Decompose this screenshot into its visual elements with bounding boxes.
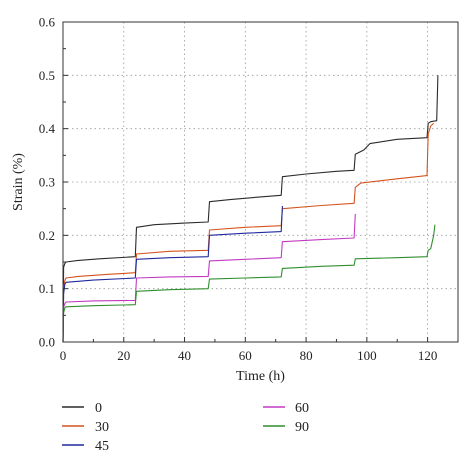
x-tick-label: 0: [60, 348, 67, 363]
legend: 0 30 45 60 90: [62, 401, 309, 454]
series-line-30: [62, 122, 435, 343]
series-line-60: [62, 213, 356, 343]
series-line-45: [62, 205, 283, 343]
series-layer: [62, 75, 439, 343]
y-tick-label: 0.4: [39, 121, 56, 136]
y-axis-label: Strain (%): [11, 153, 26, 211]
y-tick-label: 0.1: [39, 281, 55, 296]
x-tick-label: 40: [178, 348, 191, 363]
y-tick-label: 0.0: [39, 335, 55, 350]
y-tick-label: 0.5: [39, 68, 55, 83]
y-tick-label: 0.6: [39, 15, 56, 30]
y-tick-label: 0.3: [39, 175, 55, 190]
x-tick-label: 80: [300, 348, 313, 363]
y-tick-label: 0.2: [39, 228, 55, 243]
legend-label-30: 30: [95, 420, 109, 435]
x-tick-label: 120: [418, 348, 438, 363]
legend-label-60: 60: [295, 401, 309, 416]
x-tick-label: 20: [117, 348, 130, 363]
grid-layer: [63, 22, 458, 342]
x-axis-label: Time (h): [236, 369, 285, 384]
legend-label-45: 45: [95, 439, 109, 454]
series-line-0: [62, 75, 439, 343]
x-tick-label: 60: [239, 348, 252, 363]
y-axis-ticks: 0.0 0.1 0.2 0.3 0.4 0.5 0.6: [39, 15, 68, 350]
legend-label-90: 90: [295, 420, 309, 435]
series-line-90: [62, 224, 436, 343]
x-tick-label: 100: [357, 348, 377, 363]
x-axis-ticks: 0 20 40 60 80 100 120: [60, 337, 438, 363]
legend-label-0: 0: [95, 401, 102, 416]
